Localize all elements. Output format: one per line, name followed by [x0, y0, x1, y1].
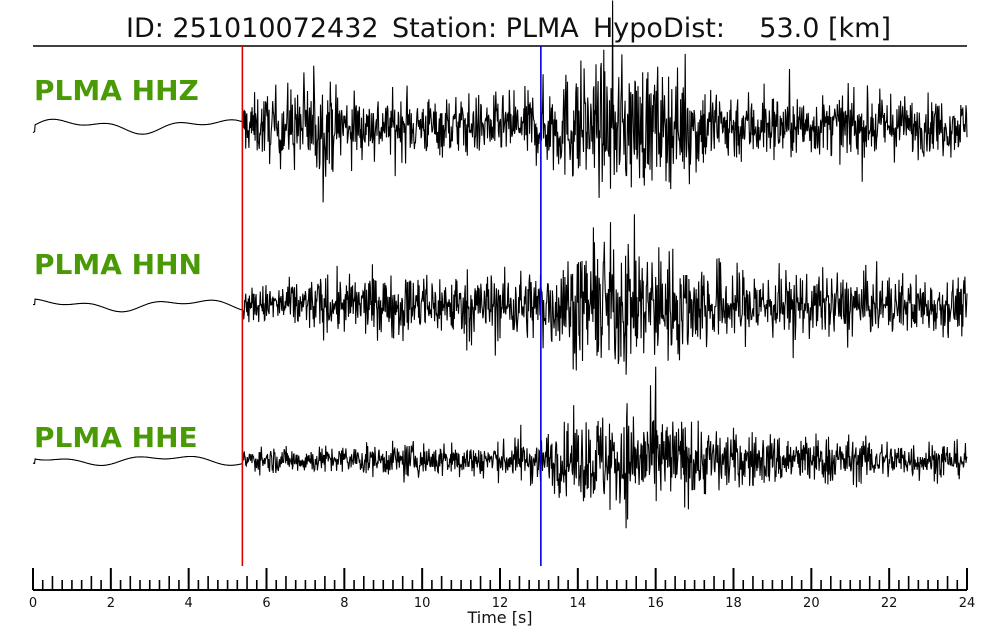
tick-label: 16: [647, 596, 664, 611]
tick-label: 0: [29, 596, 37, 611]
phase-picks-group: [241, 46, 542, 566]
tick-label: 14: [570, 596, 587, 611]
tick-label: 4: [185, 596, 193, 611]
x-axis-label: Time [s]: [466, 608, 532, 627]
time-axis: 0 2 4 6 8 10 12 14 16 18 20 22 24: [29, 568, 975, 611]
traces-group: [32, 0, 968, 529]
tick-label: 20: [803, 596, 820, 611]
tick-label: 22: [881, 596, 898, 611]
tick-label: 6: [262, 596, 270, 611]
tick-label: 24: [959, 596, 976, 611]
channel-label-2: PLMA HHN: [34, 248, 202, 281]
tick-label: 8: [340, 596, 348, 611]
tick-label: 18: [725, 596, 742, 611]
tick-label: 10: [414, 596, 431, 611]
title-hypodist: HypoDist: 53.0 [km]: [593, 13, 891, 44]
waveform-trace-3: [32, 366, 968, 529]
title-event-id: ID: 251010072432: [126, 13, 379, 44]
tick-label: 12: [492, 596, 509, 611]
waveform-trace-1: [32, 0, 968, 203]
channel-label-1: PLMA HHZ: [34, 74, 199, 107]
tick-label: 2: [107, 596, 115, 611]
channel-labels-group: PLMA HHZ PLMA HHN PLMA HHE: [34, 74, 202, 454]
channel-label-3: PLMA HHE: [34, 421, 198, 454]
title-station: Station: PLMA: [392, 13, 579, 44]
waveform-trace-2: [33, 214, 968, 375]
